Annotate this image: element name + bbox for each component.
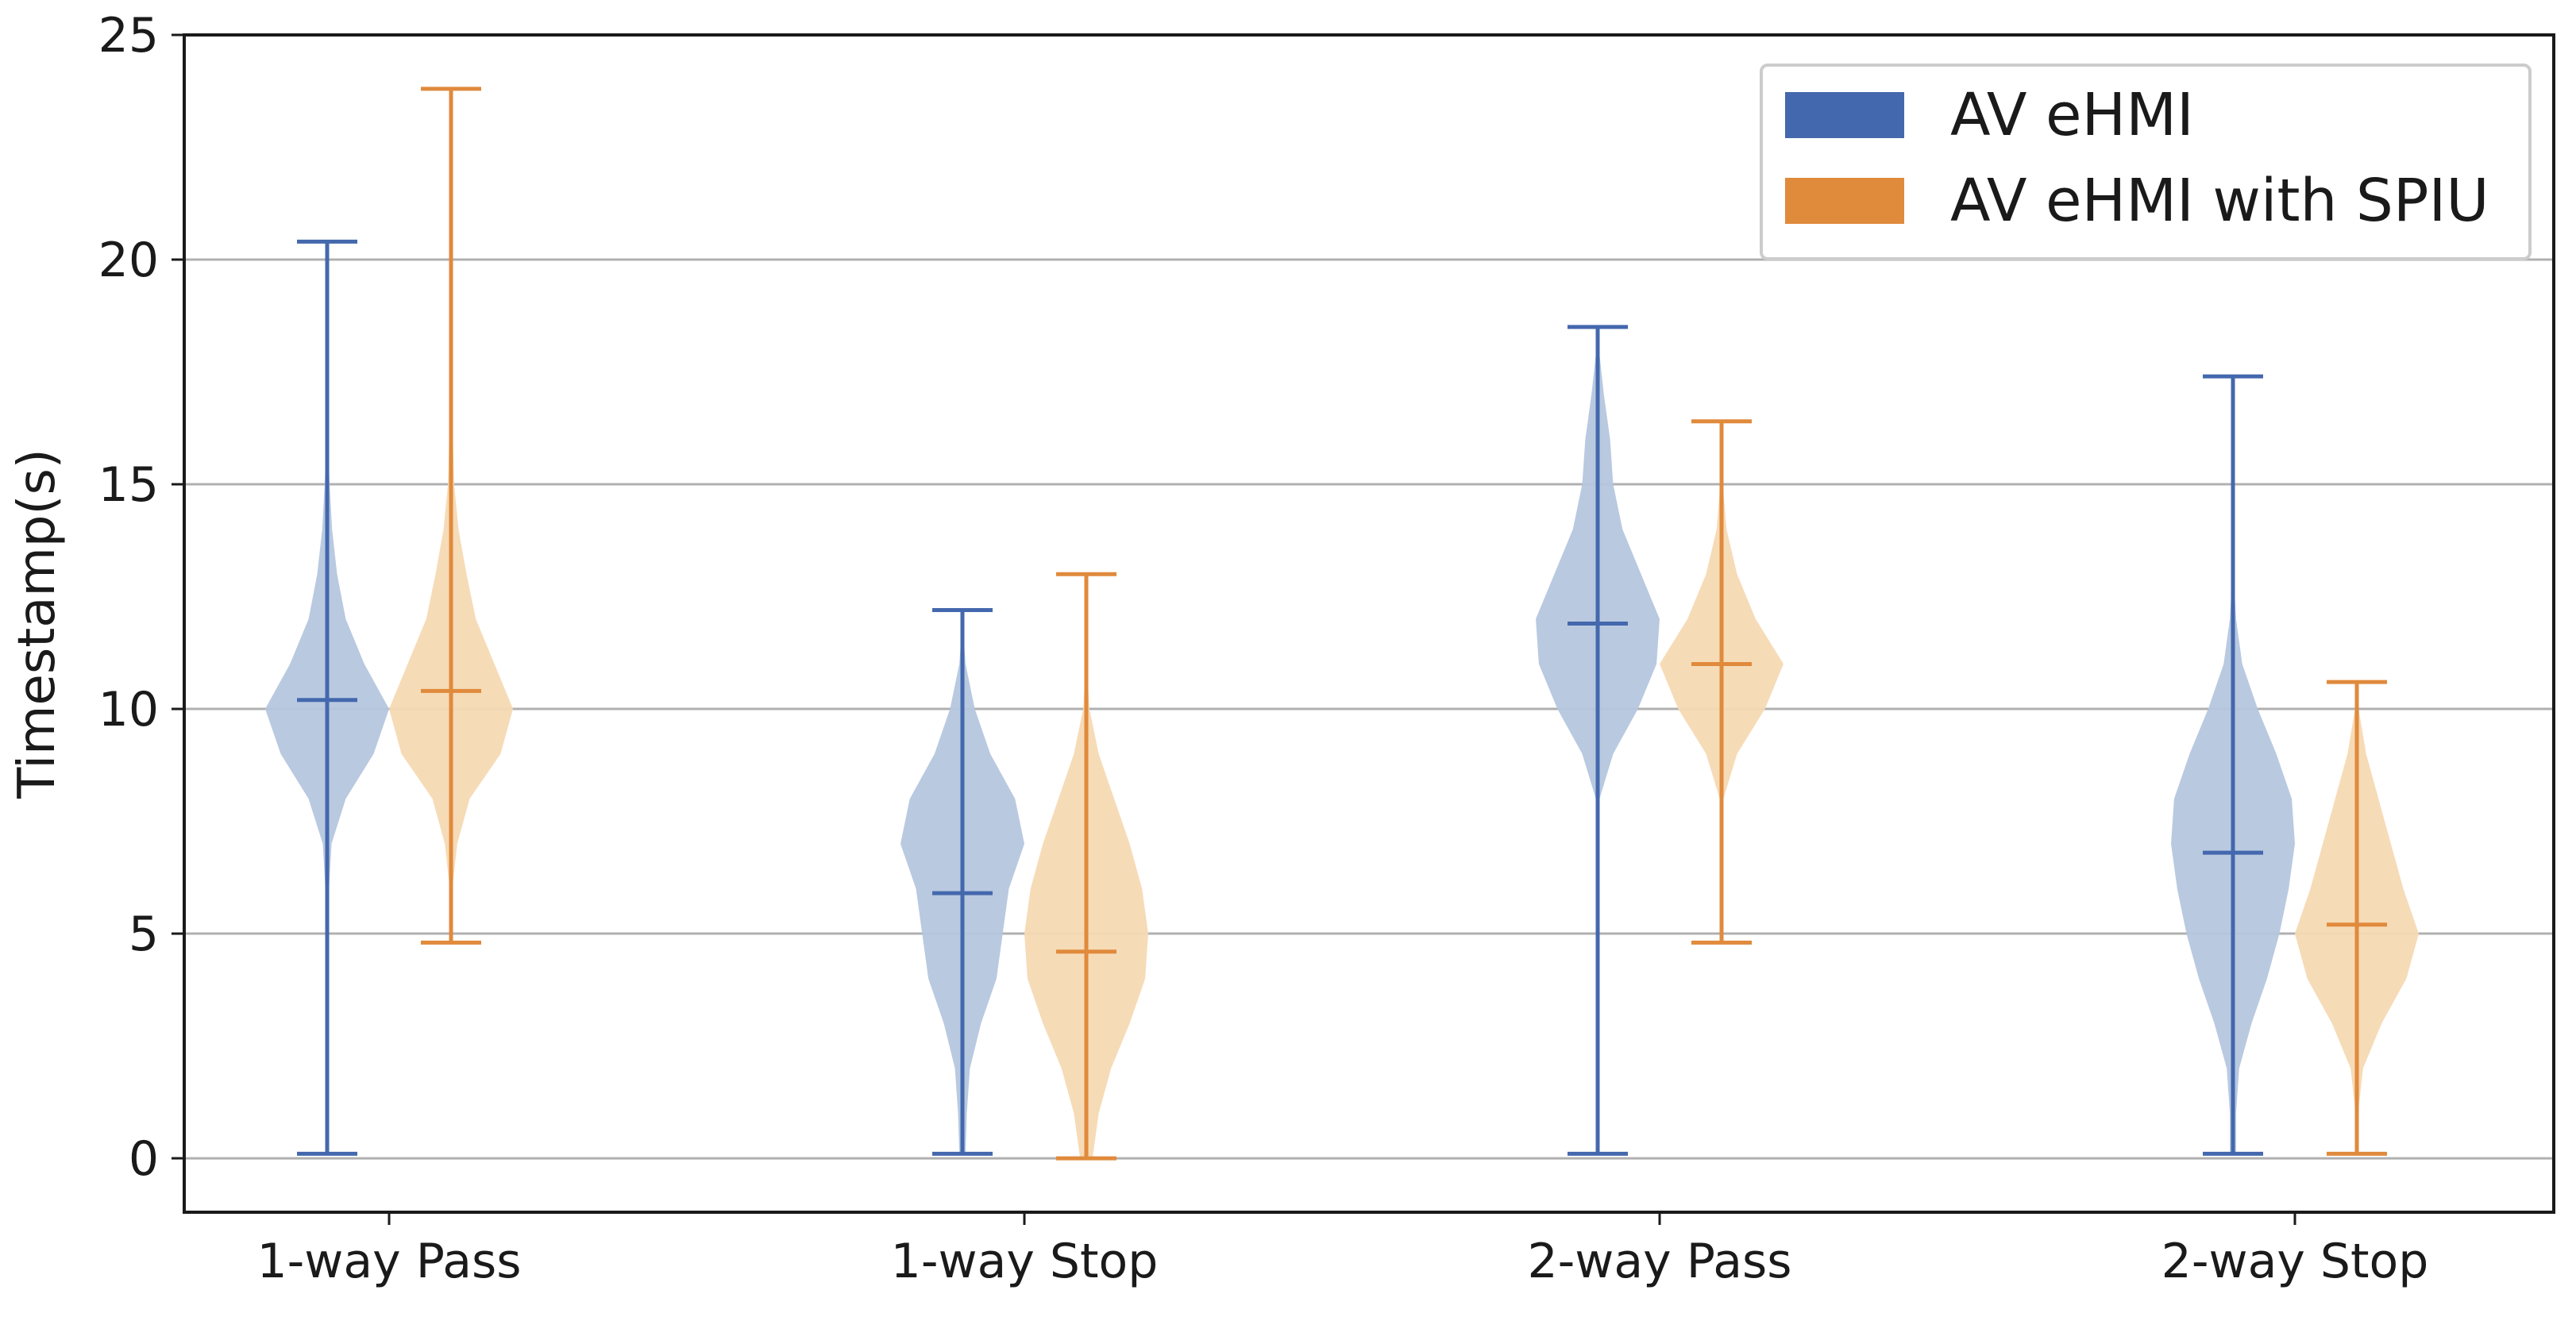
stat-lines bbox=[297, 87, 2387, 1161]
y-tick-label: 10 bbox=[98, 682, 159, 737]
x-tick-label: 2-way Pass bbox=[1527, 1234, 1791, 1289]
legend-label: AV eHMI bbox=[1950, 81, 2194, 149]
x-tick-label: 2-way Stop bbox=[2161, 1234, 2429, 1289]
legend-swatch bbox=[1785, 178, 1904, 224]
y-tick-label: 0 bbox=[129, 1131, 159, 1187]
y-tick-label: 20 bbox=[98, 233, 159, 288]
x-tick-label: 1-way Stop bbox=[891, 1234, 1159, 1289]
x-tick-label: 1-way Pass bbox=[256, 1234, 521, 1289]
legend-swatch bbox=[1785, 92, 1904, 138]
y-axis-title: Timestamp(s) bbox=[8, 449, 67, 799]
legend: AV eHMI AV eHMI with SPIU bbox=[1760, 64, 2532, 260]
y-tick-label: 5 bbox=[129, 907, 159, 962]
plot-frame bbox=[183, 33, 2555, 1214]
legend-box bbox=[1760, 64, 2532, 260]
y-tick-label: 15 bbox=[98, 457, 159, 513]
legend-label: AV eHMI with SPIU bbox=[1950, 167, 2489, 235]
gridlines bbox=[184, 258, 2554, 1160]
y-tick-label: 25 bbox=[98, 8, 159, 64]
axes: 0 5 10 15 20 25 1-way Pass 1-way Stop 2-way Pass… bbox=[98, 8, 2429, 1289]
